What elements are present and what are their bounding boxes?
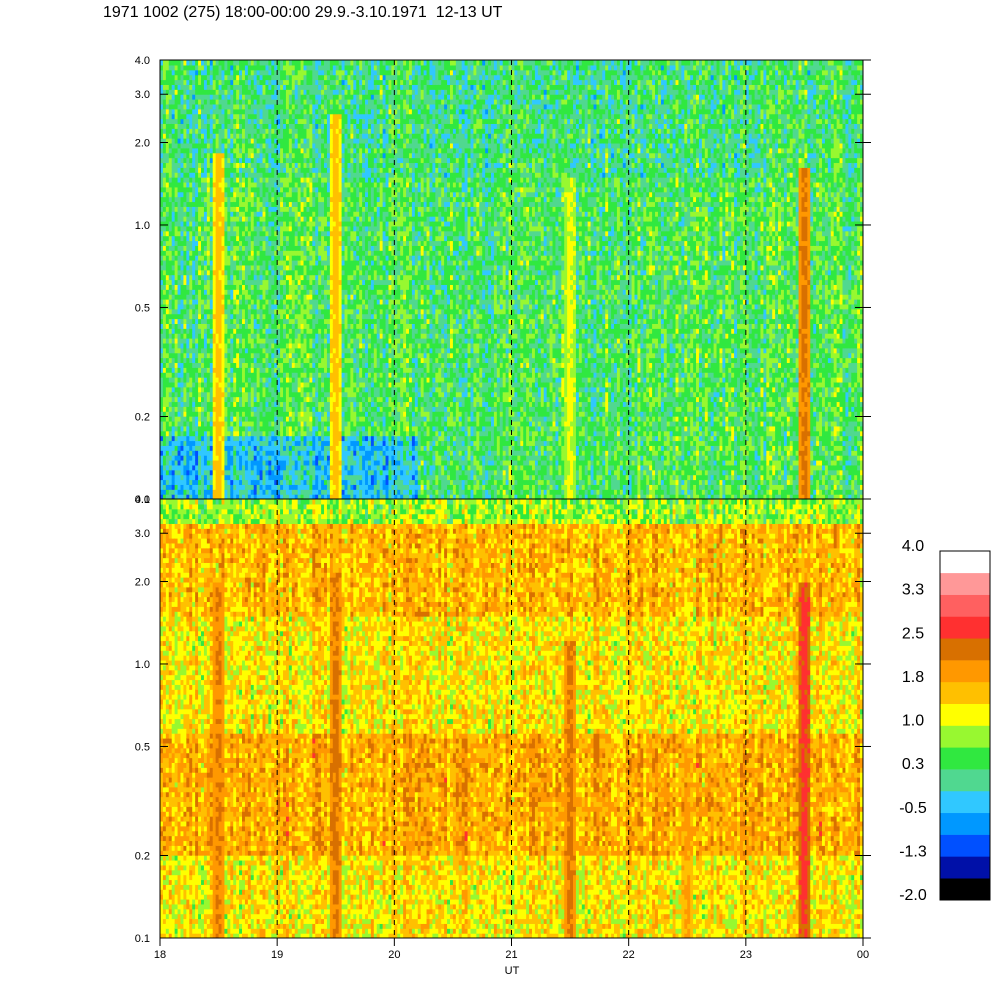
x-tick-label: 20 (388, 949, 400, 961)
colorbar-label: 1.8 (902, 669, 924, 686)
y-tick-label: 2.0 (135, 576, 150, 588)
colorbar-segment (940, 616, 990, 639)
colorbar: 4.0 3.3 2.5 1.8 1.0 0.3 -0.5 -1.3 -2.0 (899, 538, 991, 904)
colorbar-segment (940, 747, 990, 770)
y-tick-label: 0.1 (135, 494, 150, 506)
y-tick-label: 4.0 (135, 55, 150, 67)
colorbar-segment (940, 594, 990, 617)
x-tick-label: 00 (857, 949, 869, 961)
colorbar-segment (940, 769, 990, 792)
y-tick-label: 0.2 (135, 851, 150, 863)
y-tick-label: 0.2 (135, 412, 150, 424)
y-tick-label: 0.5 (135, 741, 150, 753)
y-tick-label: 3.0 (135, 89, 150, 101)
x-tick-label: 19 (271, 949, 283, 961)
upper-panel-heatmap (160, 60, 863, 499)
colorbar-segment (940, 725, 990, 748)
colorbar-segment (940, 660, 990, 683)
colorbar-segment (940, 834, 990, 857)
colorbar-label: 0.3 (902, 756, 924, 773)
x-tick-label: 22 (623, 949, 635, 961)
colorbar-segment (940, 856, 990, 879)
x-axis-label: UT (505, 965, 520, 977)
colorbar-segment (940, 638, 990, 661)
colorbar-label: 4.0 (902, 538, 924, 555)
colorbar-frame (939, 550, 991, 901)
y-tick-label: 3.0 (135, 528, 150, 540)
colorbar-label: -2.0 (899, 887, 927, 904)
x-tick-label: 23 (740, 949, 752, 961)
colorbar-label: -0.5 (899, 800, 927, 817)
colorbar-segment (940, 878, 990, 901)
chart-title: 1971 1002 (275) 18:00-00:00 29.9.-3.10.1… (103, 4, 502, 22)
y-tick-label: 1.0 (135, 220, 150, 232)
y-tick-label: 1.0 (135, 659, 150, 671)
axes: 0.10.20.51.02.03.04.00.10.20.51.02.03.04… (135, 55, 871, 961)
x-tick-label: 18 (154, 949, 166, 961)
y-tick-label: 2.0 (135, 137, 150, 149)
colorbar-segment (940, 812, 990, 835)
lower-panel-heatmap (160, 499, 863, 938)
colorbar-segment (940, 681, 990, 704)
colorbar-segment (940, 572, 990, 595)
colorbar-label: 2.5 (902, 625, 924, 642)
y-tick-label: 0.1 (135, 933, 150, 945)
colorbar-label: 3.3 (902, 582, 924, 599)
colorbar-segment (940, 790, 990, 814)
hour-dashed-lines (276, 60, 747, 938)
y-tick-label: 4.0 (135, 494, 150, 506)
colorbar-label: -1.3 (899, 843, 927, 860)
colorbar-segment (940, 703, 990, 726)
colorbar-segment (940, 551, 990, 574)
x-tick-label: 21 (505, 949, 517, 961)
colorbar-label: 1.0 (902, 713, 924, 730)
y-tick-label: 0.5 (135, 302, 150, 314)
